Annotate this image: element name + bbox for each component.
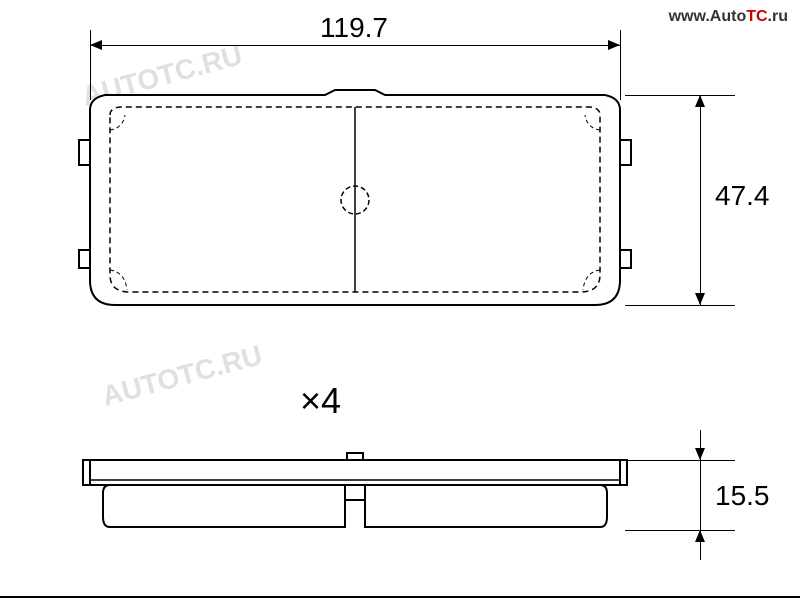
arrow-up-icon [695, 95, 705, 107]
dim-line-width [90, 45, 620, 46]
dim-extension-line [620, 30, 621, 100]
dim-extension-line [625, 305, 735, 306]
dim-extension-line [625, 530, 735, 531]
url-highlight: TC [746, 8, 767, 25]
arrow-down-icon [695, 293, 705, 305]
watermark: AUTOTC.RU [99, 339, 266, 412]
arrow-up-icon [695, 530, 705, 542]
brake-pad-side-view [75, 445, 635, 545]
url-prefix: www.Auto [669, 8, 747, 25]
quantity-label: ×4 [300, 380, 341, 422]
brake-pad-front-view [75, 80, 635, 320]
dimension-height: 47.4 [715, 180, 770, 212]
url-suffix: .ru [768, 8, 788, 25]
border-line [0, 596, 800, 598]
dim-extension-line [625, 95, 735, 96]
dimension-width: 119.7 [320, 12, 388, 44]
dim-extension-line [625, 460, 735, 461]
dimension-thickness: 15.5 [715, 480, 770, 512]
arrow-right-icon [608, 40, 620, 50]
dim-line-height [700, 95, 701, 305]
arrow-down-icon [695, 448, 705, 460]
arrow-left-icon [90, 40, 102, 50]
source-url: www.AutoTC.ru [669, 8, 788, 26]
